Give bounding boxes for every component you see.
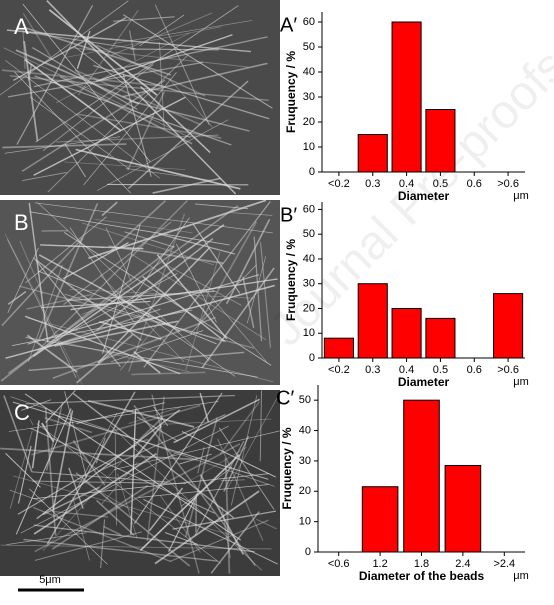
y-tick-label: 0: [309, 166, 315, 178]
y-tick-label: 10: [303, 141, 315, 153]
y-tick-label: 0: [309, 352, 315, 364]
scale-bar-label: 5μm: [39, 574, 61, 586]
bar: [426, 110, 455, 173]
y-tick-label: 40: [303, 253, 315, 265]
y-axis-label: Fruquency / %: [284, 51, 298, 133]
bar: [426, 318, 455, 358]
x-unit: μm: [513, 376, 529, 388]
x-tick-label: 1.8: [414, 558, 429, 570]
y-tick-label: 20: [303, 116, 315, 128]
x-tick-label: 1.2: [372, 558, 387, 570]
x-tick-label: >0.6: [497, 364, 519, 376]
y-tick-label: 50: [303, 228, 315, 240]
x-axis-label: Diameter: [398, 189, 450, 203]
x-tick-label: 0.4: [399, 364, 414, 376]
x-tick-label: <0.2: [328, 364, 350, 376]
y-tick-label: 50: [299, 394, 311, 406]
x-tick-label: 0.5: [433, 178, 448, 190]
x-tick-label: >2.4: [493, 558, 515, 570]
bar: [324, 338, 353, 358]
y-tick-label: 30: [299, 455, 311, 467]
x-tick-label: 0.3: [365, 178, 380, 190]
y-tick-label: 20: [299, 485, 311, 497]
x-tick-label: 0.4: [399, 178, 414, 190]
image-label: B: [14, 210, 29, 235]
y-tick-label: 50: [303, 41, 315, 53]
x-unit: μm: [513, 570, 529, 582]
image-label: A: [14, 14, 29, 39]
x-axis-label: Diameter: [398, 375, 450, 389]
bar: [404, 400, 440, 552]
y-tick-label: 20: [303, 302, 315, 314]
y-tick-label: 60: [303, 203, 315, 215]
bar: [445, 465, 481, 552]
y-tick-label: 40: [303, 66, 315, 78]
bar: [392, 22, 421, 172]
y-tick-label: 30: [303, 91, 315, 103]
y-tick-label: 10: [303, 327, 315, 339]
x-tick-label: 2.4: [455, 558, 470, 570]
panel-label: A′: [280, 14, 297, 36]
image-label: C: [14, 400, 30, 425]
y-axis-label: Fruquency / %: [284, 239, 298, 321]
y-tick-label: 30: [303, 278, 315, 290]
x-tick-label: <0.2: [328, 178, 350, 190]
bar: [358, 135, 387, 173]
y-tick-label: 10: [299, 516, 311, 528]
bar: [494, 294, 523, 358]
x-tick-label: 0.6: [467, 178, 482, 190]
x-tick-label: 0.5: [433, 364, 448, 376]
y-tick-label: 40: [299, 424, 311, 436]
panel-label: C′: [276, 387, 294, 409]
y-axis-label: Fruquency / %: [280, 427, 294, 509]
x-tick-label: >0.6: [497, 178, 519, 190]
bar: [362, 487, 398, 552]
x-axis-label: Diameter of the beads: [359, 569, 485, 583]
y-tick-label: 60: [303, 16, 315, 28]
panel-label: B′: [280, 204, 297, 226]
x-tick-label: 0.6: [467, 364, 482, 376]
x-tick-label: <0.6: [328, 558, 350, 570]
y-tick-label: 0: [305, 546, 311, 558]
bar: [392, 308, 421, 358]
x-tick-label: 0.3: [365, 364, 380, 376]
bar: [358, 284, 387, 358]
x-unit: μm: [513, 190, 529, 202]
